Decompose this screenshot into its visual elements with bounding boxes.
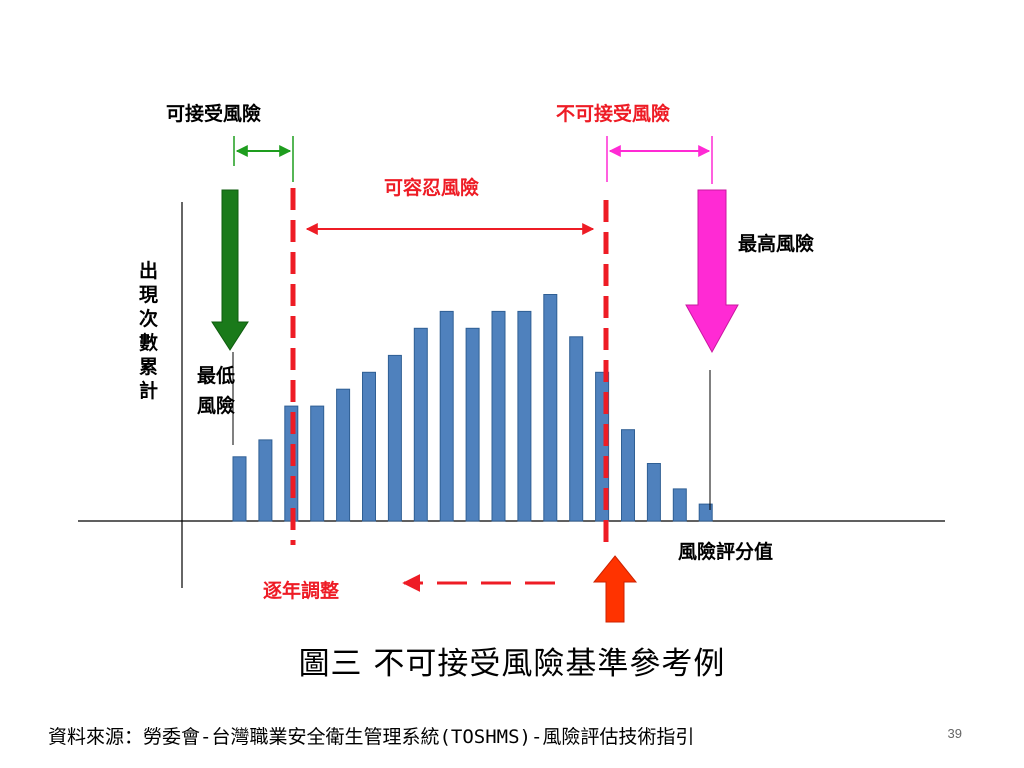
lowest-risk-label-1: 最低 [197, 364, 235, 387]
bar [336, 388, 351, 522]
bar [517, 310, 532, 522]
source-citation: 資料來源：勞委會-台灣職業安全衛生管理系統(TOSHMS)-風險評估技術指引 [48, 726, 695, 748]
highest-risk-label: 最高風險 [738, 232, 814, 255]
page-number: 39 [947, 726, 962, 741]
bar [569, 336, 584, 522]
y-axis-label-char: 次 [139, 307, 158, 330]
bar [621, 429, 635, 522]
lowest-risk-label-2: 風險 [197, 394, 235, 417]
tolerable-risk-label: 可容忍風險 [384, 176, 479, 199]
figure-caption: 圖三 不可接受風險基準參考例 [298, 646, 726, 682]
adjust-up-arrow [592, 555, 638, 623]
bar [362, 371, 376, 522]
x-axis-label: 風險評分值 [678, 540, 773, 563]
bar [310, 405, 325, 522]
y-axis-label-char: 現 [139, 284, 158, 306]
y-axis-label-char: 出 [139, 259, 158, 282]
unacceptable-risk-label: 不可接受風險 [556, 102, 670, 125]
bar [491, 310, 506, 522]
bar [698, 503, 713, 522]
y-axis-label-char: 計 [139, 379, 158, 402]
bar [543, 294, 558, 522]
bar [465, 327, 480, 522]
bar [387, 354, 402, 522]
bar [232, 456, 247, 522]
bars-group [232, 294, 713, 522]
highest-risk-down-arrow [685, 189, 739, 354]
bar [646, 463, 661, 522]
bar [258, 439, 273, 522]
yearly-adjust-label: 逐年調整 [263, 579, 339, 602]
bar [413, 327, 428, 522]
bar [672, 488, 687, 522]
y-axis-label-char: 累 [139, 356, 158, 378]
lowest-risk-down-arrow [211, 189, 249, 351]
bar [439, 310, 454, 522]
y-axis-label-char: 數 [139, 332, 158, 354]
acceptable-risk-label: 可接受風險 [166, 102, 261, 125]
